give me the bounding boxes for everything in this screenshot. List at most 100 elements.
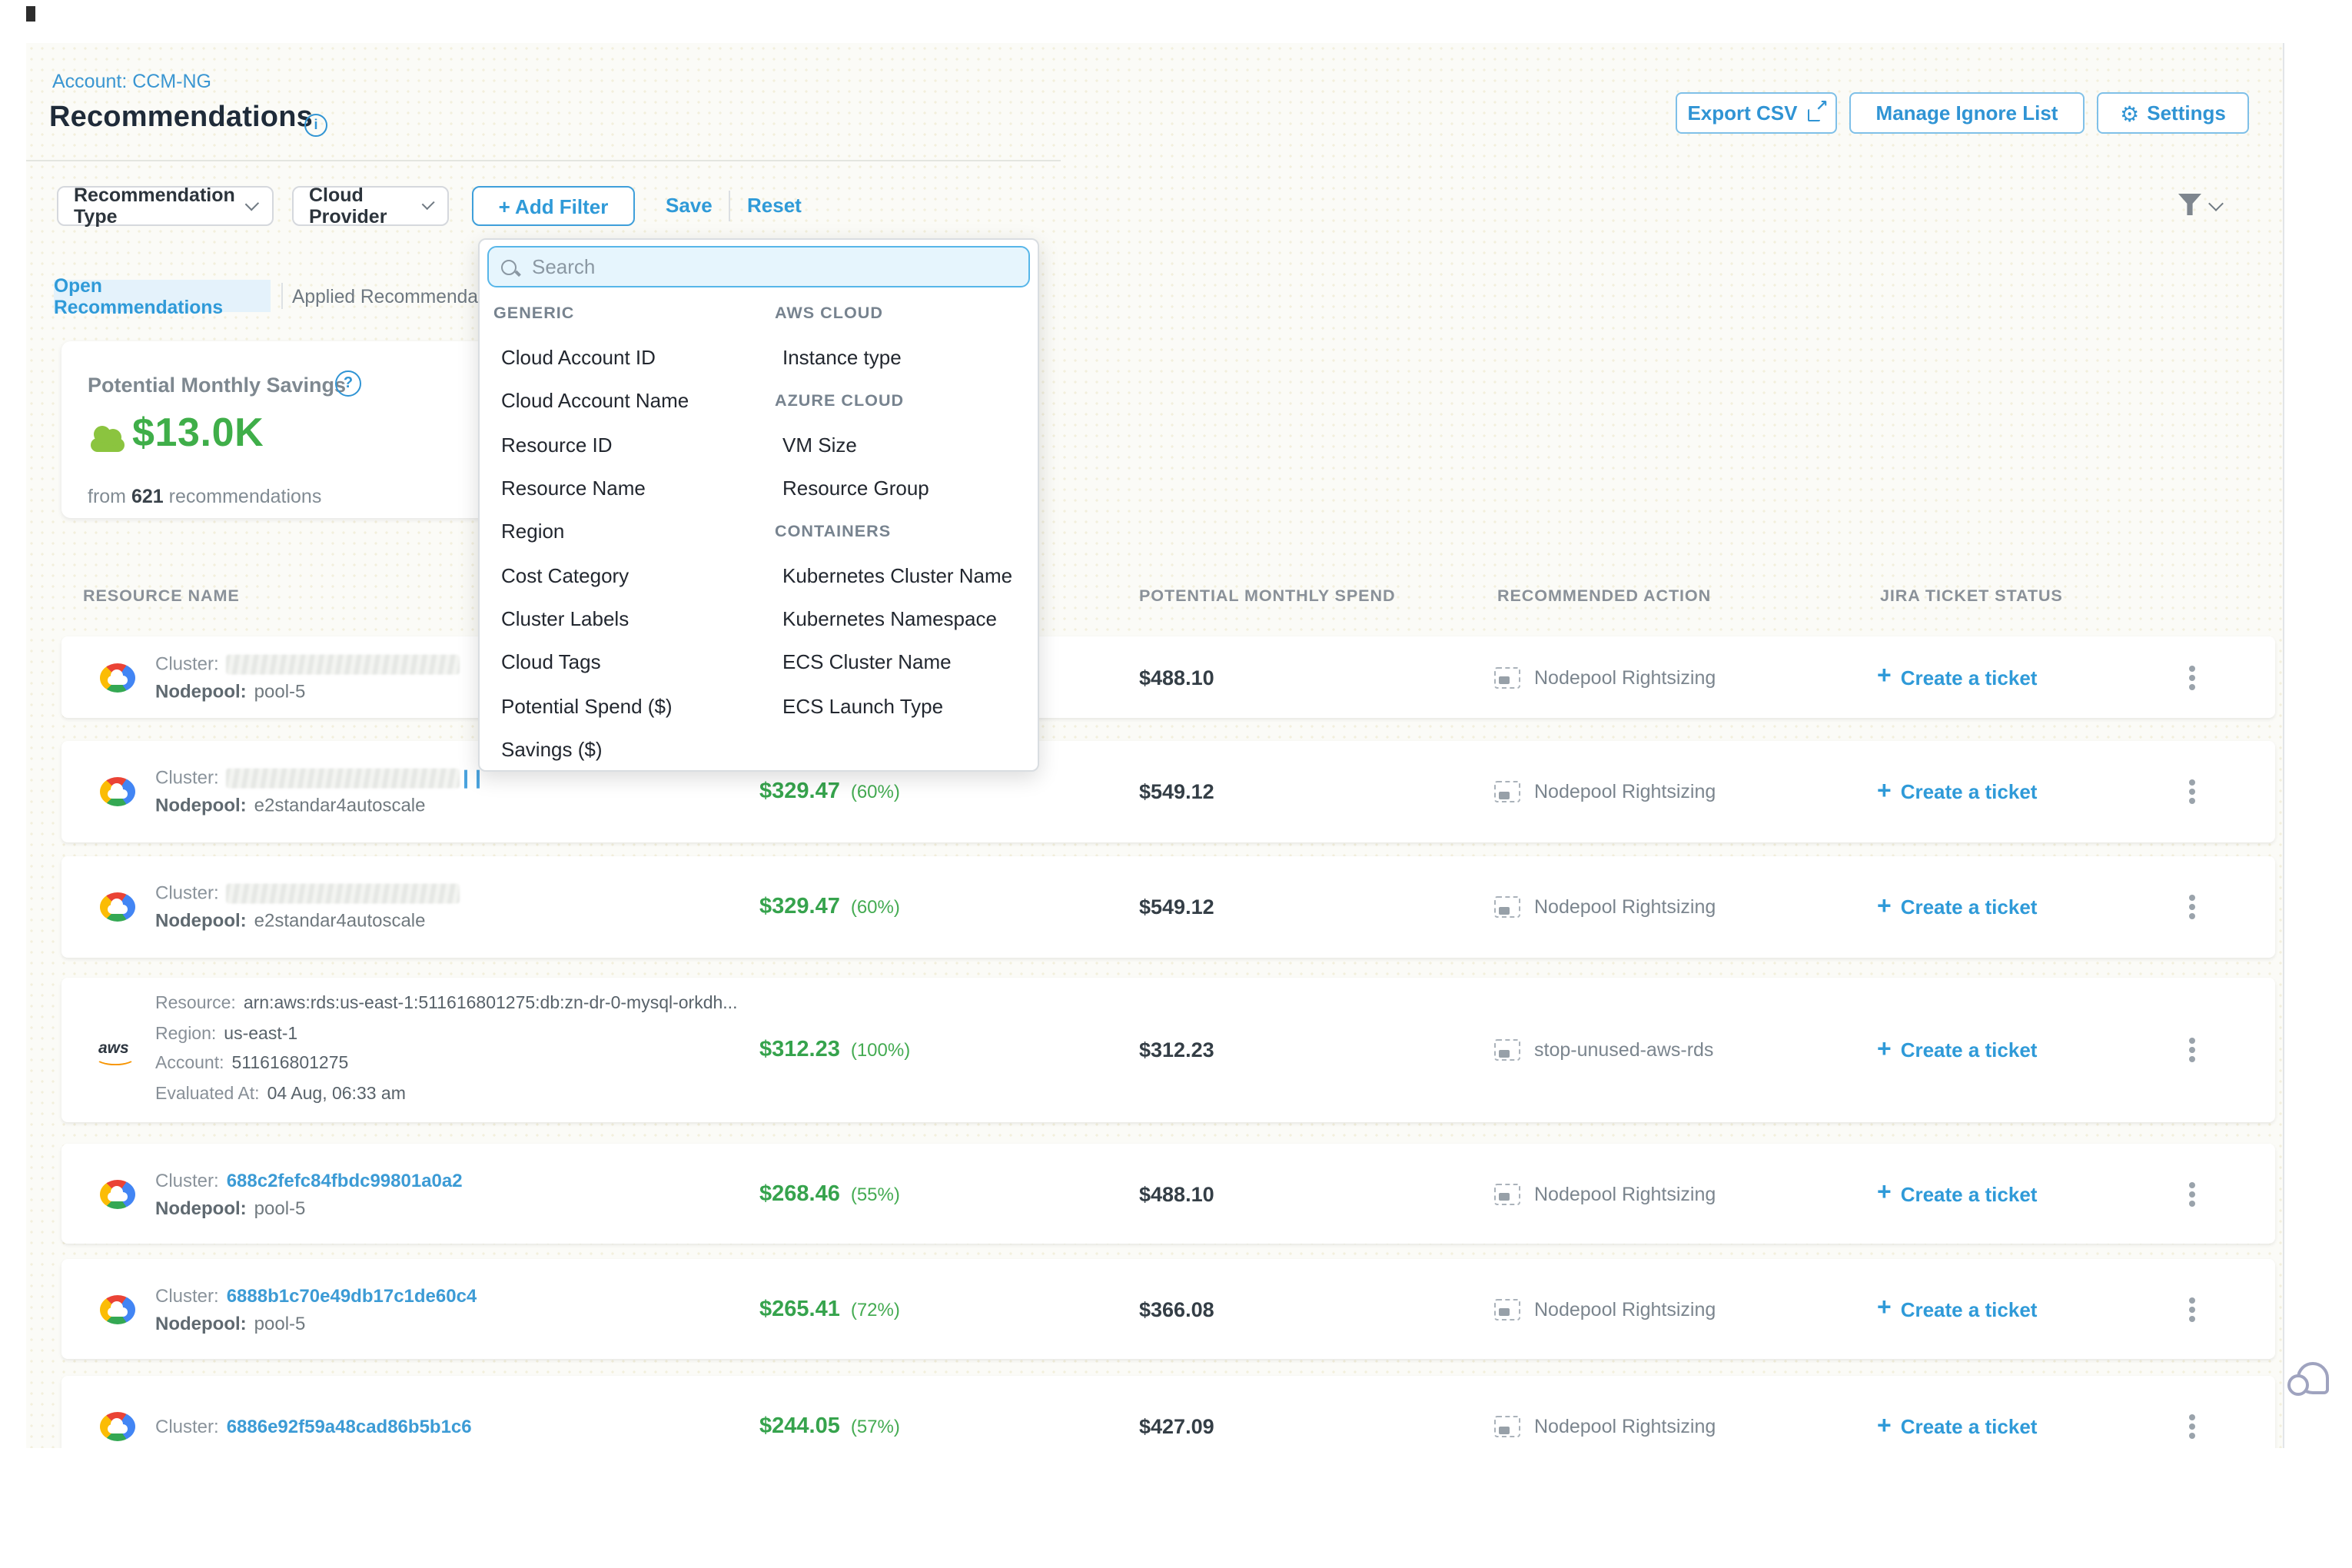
plus-icon: + bbox=[1877, 778, 1892, 804]
resource-detail-line: Cluster: 688c2fefc84fbdc99801a0a2 bbox=[155, 1169, 463, 1191]
resource-detail-line: Nodepool: pool-5 bbox=[155, 1197, 463, 1218]
resource-details: Cluster: 688c2fefc84fbdc99801a0a2 Nodepool… bbox=[155, 1169, 463, 1218]
dropdown-option-resource-name[interactable]: Resource Name bbox=[501, 477, 646, 500]
create-ticket-button[interactable]: + Create a ticket bbox=[1877, 1181, 2037, 1205]
row-menu-button[interactable] bbox=[2189, 1297, 2195, 1303]
tab-applied-label: Applied Recommendatio bbox=[292, 285, 498, 307]
dropdown-option-cloud-account-id[interactable]: Cloud Account ID bbox=[501, 346, 656, 370]
row-potential-monthly-spend: $312.23 bbox=[1139, 1038, 1214, 1061]
settings-label: Settings bbox=[2147, 101, 2226, 125]
savings-value: $13.0K bbox=[132, 409, 264, 455]
resource-details: Resource: arn:aws:rds:us-east-1:511616801… bbox=[155, 993, 737, 1107]
dropdown-option-vm-size[interactable]: VM Size bbox=[782, 433, 857, 457]
export-csv-button[interactable]: Export CSV bbox=[1676, 92, 1837, 134]
rightsizing-action-icon bbox=[1494, 1183, 1520, 1204]
resource-detail-line: Cluster: bbox=[155, 882, 460, 905]
dropdown-search-box[interactable] bbox=[487, 246, 1030, 287]
table-row: Cluster: 688c2fefc84fbdc99801a0a2 Nodepool… bbox=[61, 1144, 2275, 1244]
breadcrumb-account[interactable]: Account: CCM-NG bbox=[52, 71, 211, 92]
filter-cloud-provider[interactable]: Cloud Provider bbox=[292, 184, 449, 228]
resource-detail-line: Nodepool: e2standar4autoscale bbox=[155, 795, 480, 816]
dropdown-column-cloud: AWS CLOUD Instance type AZURE CLOUD VM Size… bbox=[767, 292, 1031, 728]
dropdown-option-cloud-tags[interactable]: Cloud Tags bbox=[501, 650, 601, 674]
recommended-action-label: Nodepool Rightsizing bbox=[1534, 666, 1716, 688]
row-menu-button[interactable] bbox=[2189, 1414, 2195, 1420]
tab-open-recommendations[interactable]: Open Recommendations bbox=[54, 274, 271, 317]
search-icon bbox=[501, 259, 517, 274]
create-ticket-button[interactable]: + Create a ticket bbox=[1877, 778, 2038, 804]
recommended-action: Nodepool Rightsizing bbox=[1494, 1416, 1716, 1437]
gcp-cloud-icon bbox=[100, 777, 135, 806]
resource-detail-line: Account: 511616801275 bbox=[155, 1053, 737, 1077]
row-menu-button[interactable] bbox=[2189, 1181, 2195, 1188]
dropdown-option-instance-type[interactable]: Instance type bbox=[782, 346, 902, 370]
create-ticket-button[interactable]: + Create a ticket bbox=[1877, 894, 2037, 919]
cluster-link[interactable]: 6888b1c70e49db17c1de60c4 bbox=[226, 1284, 477, 1306]
plus-icon: + bbox=[1877, 663, 1892, 689]
dropdown-option-region[interactable]: Region bbox=[501, 520, 565, 543]
resource-detail-line: Cluster: bbox=[155, 653, 460, 675]
chat-help-icon[interactable] bbox=[2287, 1362, 2329, 1396]
row-monthly-savings: $265.41 (72%) bbox=[759, 1295, 900, 1323]
dropdown-option-resource-id[interactable]: Resource ID bbox=[501, 433, 613, 457]
plus-icon: + bbox=[1877, 1413, 1892, 1439]
recommended-action: Nodepool Rightsizing bbox=[1494, 1298, 1716, 1320]
resource-detail-line: Cluster: 6886e92f59a48cad86b5b1c6 bbox=[155, 1416, 472, 1437]
dropdown-option-kubernetes-namespace[interactable]: Kubernetes Namespace bbox=[782, 607, 997, 631]
create-ticket-button[interactable]: + Create a ticket bbox=[1877, 663, 2037, 689]
field-value: us-east-1 bbox=[224, 1025, 298, 1043]
resource-detail-line: Region: us-east-1 bbox=[155, 1023, 737, 1047]
plus-icon: + bbox=[1877, 1295, 1892, 1321]
create-ticket-button[interactable]: + Create a ticket bbox=[1877, 1413, 2037, 1439]
redacted-cluster-name bbox=[226, 884, 460, 905]
reset-filter-button[interactable]: Reset bbox=[747, 194, 802, 217]
savings-amount: $329.47 bbox=[759, 895, 840, 919]
save-reset-divider bbox=[729, 191, 730, 221]
savings-percent: (60%) bbox=[850, 781, 900, 802]
resource-detail-line: Nodepool: pool-5 bbox=[155, 1312, 477, 1334]
dropdown-option-resource-group[interactable]: Resource Group bbox=[782, 477, 929, 500]
manage-ignore-list-button[interactable]: Manage Ignore List bbox=[1849, 92, 2085, 134]
dropdown-option-potential-spend-[interactable]: Potential Spend ($) bbox=[501, 694, 673, 718]
dropdown-option-cluster-labels[interactable]: Cluster Labels bbox=[501, 607, 630, 631]
create-ticket-button[interactable]: + Create a ticket bbox=[1877, 1295, 2037, 1321]
dropdown-option-cost-category[interactable]: Cost Category bbox=[501, 563, 630, 587]
create-ticket-button[interactable]: + Create a ticket bbox=[1877, 1037, 2037, 1061]
row-potential-monthly-spend: $427.09 bbox=[1139, 1415, 1214, 1438]
row-monthly-savings: $329.47 (60%) bbox=[759, 778, 900, 806]
field-value: 04 Aug, 06:33 am bbox=[267, 1085, 406, 1103]
cluster-link[interactable]: 6886e92f59a48cad86b5b1c6 bbox=[226, 1416, 472, 1437]
recommended-action-label: Nodepool Rightsizing bbox=[1534, 1298, 1716, 1320]
dropdown-option-ecs-launch-type[interactable]: ECS Launch Type bbox=[782, 694, 944, 718]
column-header-potential-monthly-spend: POTENTIAL MONTHLY SPEND bbox=[1139, 587, 1396, 606]
row-menu-button[interactable] bbox=[2189, 665, 2195, 671]
dropdown-option-kubernetes-cluster-name[interactable]: Kubernetes Cluster Name bbox=[782, 563, 1013, 587]
add-filter-button[interactable]: + Add Filter bbox=[472, 186, 635, 226]
row-menu-button[interactable] bbox=[2189, 779, 2195, 786]
settings-button[interactable]: Settings bbox=[2097, 92, 2249, 134]
save-filter-button[interactable]: Save bbox=[666, 194, 713, 217]
tab-divider bbox=[281, 283, 283, 309]
create-ticket-label: Create a ticket bbox=[1900, 780, 2038, 803]
recommendation-count: 621 bbox=[131, 486, 164, 507]
help-icon[interactable] bbox=[335, 370, 361, 397]
row-menu-button[interactable] bbox=[2189, 895, 2195, 901]
row-menu-button[interactable] bbox=[2189, 1038, 2195, 1044]
dropdown-option-ecs-cluster-name[interactable]: ECS Cluster Name bbox=[782, 650, 952, 674]
recommended-action: stop-unused-aws-rds bbox=[1494, 1039, 1713, 1061]
recommended-action: Nodepool Rightsizing bbox=[1494, 896, 1716, 918]
row-monthly-savings: $329.47 (60%) bbox=[759, 893, 900, 921]
tab-applied-recommendations[interactable]: Applied Recommendatio bbox=[292, 280, 498, 312]
dropdown-option-savings-[interactable]: Savings ($) bbox=[501, 738, 603, 762]
row-monthly-savings: $312.23 (100%) bbox=[759, 1036, 910, 1064]
cluster-link[interactable]: 688c2fefc84fbdc99801a0a2 bbox=[226, 1169, 463, 1191]
field-value: e2standar4autoscale bbox=[254, 795, 426, 817]
table-row: Resource: arn:aws:rds:us-east-1:511616801… bbox=[61, 978, 2275, 1122]
info-icon[interactable] bbox=[304, 114, 327, 137]
dropdown-option-cloud-account-name[interactable]: Cloud Account Name bbox=[501, 389, 689, 413]
filter-panel-toggle[interactable] bbox=[2178, 194, 2224, 215]
row-potential-monthly-spend: $549.12 bbox=[1139, 780, 1214, 803]
chevron-down-icon bbox=[420, 197, 435, 211]
dropdown-search-input[interactable] bbox=[529, 254, 1016, 280]
filter-recommendation-type[interactable]: Recommendation Type bbox=[57, 184, 274, 228]
